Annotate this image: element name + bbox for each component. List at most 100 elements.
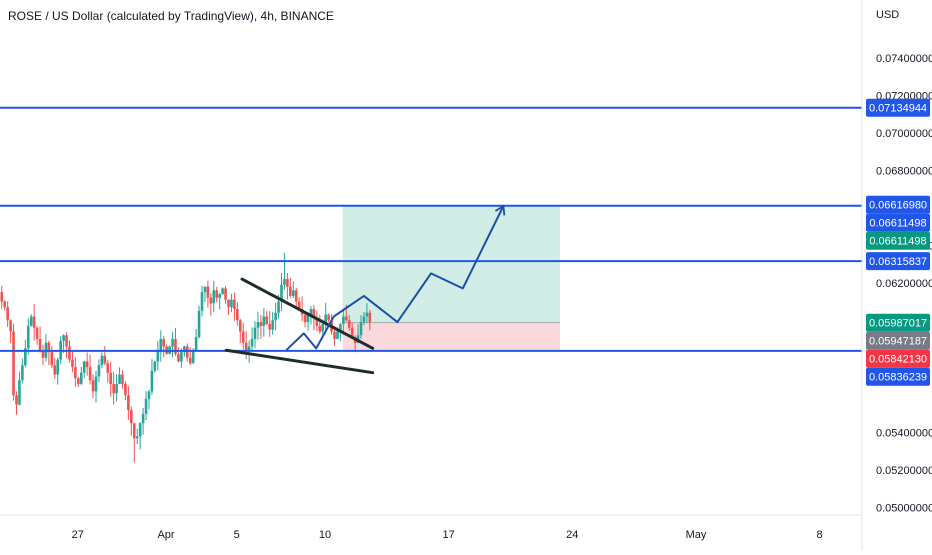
projection-path xyxy=(285,204,506,351)
wedge-upper-line xyxy=(240,277,375,350)
candle-down xyxy=(209,297,213,304)
candle-down xyxy=(12,331,15,396)
candle-down xyxy=(233,299,236,310)
candle-down xyxy=(259,322,263,326)
candle-down xyxy=(224,288,227,300)
candle-up xyxy=(94,376,98,392)
candle-down xyxy=(318,325,322,332)
candle-down xyxy=(91,380,95,392)
candle-down xyxy=(9,320,12,332)
candle-up xyxy=(306,314,310,323)
candle-down xyxy=(74,367,77,379)
x-tick-label: Apr xyxy=(157,529,174,541)
candle-down xyxy=(333,331,336,339)
candle-up xyxy=(171,338,174,347)
candle-up xyxy=(156,350,160,362)
price-label: 0.05947187 xyxy=(869,336,927,348)
candle-down xyxy=(85,361,89,368)
x-tick-label: 10 xyxy=(319,529,331,541)
x-tick-label: May xyxy=(686,529,707,541)
candle-down xyxy=(124,383,127,396)
candle-down xyxy=(106,363,110,373)
candle-up xyxy=(230,299,233,308)
candle-down xyxy=(303,314,307,323)
candle-down xyxy=(127,395,130,411)
candle-up xyxy=(283,279,286,285)
candle-down xyxy=(88,367,92,381)
candle-down xyxy=(350,327,354,338)
candle-up xyxy=(362,316,366,323)
candle-down xyxy=(6,307,9,321)
price-label: 0.05842130 xyxy=(869,354,927,366)
candle-down xyxy=(53,365,57,375)
candle-down xyxy=(312,309,316,319)
price-label: 0.06616980 xyxy=(869,200,927,212)
candle-up xyxy=(271,320,274,330)
candles-group xyxy=(0,252,372,463)
candle-down xyxy=(188,357,192,364)
price-label: 0.07134944 xyxy=(869,103,927,115)
y-tick-label: 0.05400000 xyxy=(876,428,932,440)
price-label-box xyxy=(866,213,930,232)
candle-down xyxy=(41,350,45,358)
y-tick-label: 0.06200000 xyxy=(876,278,932,290)
candle-up xyxy=(274,312,277,321)
price-label: 0.06611498 xyxy=(869,218,926,230)
candle-down xyxy=(15,395,18,405)
x-tick-label: 17 xyxy=(443,529,455,541)
candle-up xyxy=(200,292,204,311)
candle-up xyxy=(280,284,283,302)
candle-down xyxy=(327,314,330,321)
wedge-lower-line xyxy=(224,348,375,375)
y-tick-label: 0.07000000 xyxy=(876,128,932,140)
candle-down xyxy=(132,423,136,439)
candle-up xyxy=(115,383,118,394)
y-tick-label: 0.06800000 xyxy=(876,165,932,177)
candle-up xyxy=(141,413,145,424)
candle-up xyxy=(291,290,295,296)
candle-up xyxy=(253,327,257,339)
candle-down xyxy=(227,299,230,308)
candle-up xyxy=(218,294,221,298)
candle-down xyxy=(297,301,301,310)
chart-title: ROSE / US Dollar (calculated by TradingV… xyxy=(8,9,334,23)
x-tick-label: 24 xyxy=(566,529,578,541)
candle-up xyxy=(247,346,251,351)
candle-up xyxy=(180,352,183,362)
x-tick-label: 27 xyxy=(72,529,84,541)
x-tick-label: 8 xyxy=(817,529,823,541)
candle-down xyxy=(236,309,239,321)
candle-up xyxy=(336,331,339,339)
currency-label: USD xyxy=(876,9,900,21)
candle-up xyxy=(365,312,369,317)
candle-down xyxy=(241,331,245,343)
candle-up xyxy=(153,361,157,371)
candle-up xyxy=(62,335,65,341)
price-label-box xyxy=(866,231,930,250)
candle-up xyxy=(324,314,327,325)
candle-up xyxy=(277,301,280,313)
candle-down xyxy=(286,279,289,287)
candle-up xyxy=(212,290,216,304)
candle-up xyxy=(194,337,198,351)
candle-up xyxy=(56,359,60,375)
candle-down xyxy=(50,352,54,366)
price-label-box xyxy=(866,195,930,214)
candle-down xyxy=(162,338,166,347)
candle-down xyxy=(344,316,348,321)
candle-up xyxy=(138,423,142,437)
loss-zone xyxy=(342,322,560,350)
candle-down xyxy=(3,301,7,308)
candle-up xyxy=(135,436,139,439)
candle-up xyxy=(183,346,186,353)
candle-down xyxy=(68,346,71,360)
candle-up xyxy=(256,322,260,328)
candle-up xyxy=(29,316,33,326)
candle-down xyxy=(130,410,133,424)
candle-down xyxy=(265,316,269,325)
candle-down xyxy=(347,320,351,328)
candle-up xyxy=(144,398,148,414)
candle-down xyxy=(206,286,210,298)
